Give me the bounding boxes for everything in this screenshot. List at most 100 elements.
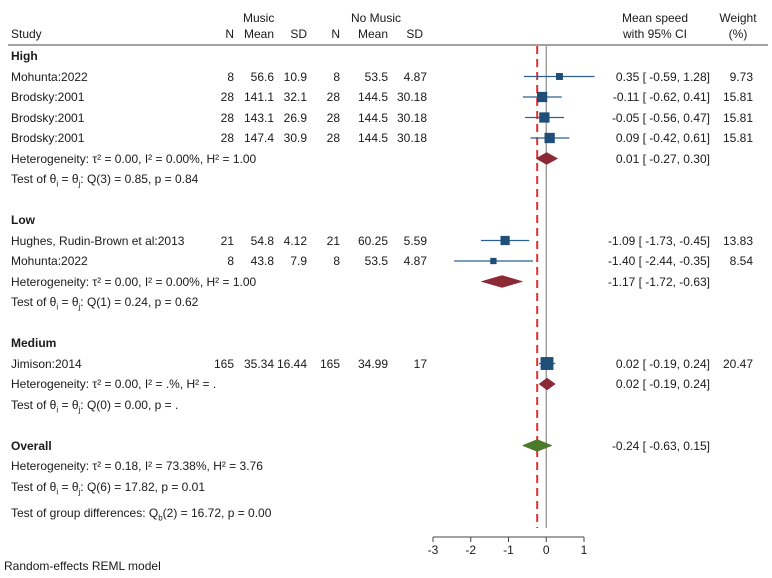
sd-music-cell: 4.12 — [283, 233, 307, 248]
weight-cell: 15.81 — [722, 90, 753, 104]
n-nomusic-cell: 28 — [326, 90, 340, 104]
effect-ci-cell: 0.02 [ -0.19, 0.24] — [615, 356, 710, 371]
subgroup-test: Test of θi = θj: Q(3) = 0.85, p = 0.84 — [11, 172, 199, 189]
study-marker — [536, 91, 548, 103]
n-nomusic-cell: 28 — [326, 131, 340, 145]
x-axis-tick-label: -2 — [465, 543, 476, 557]
sd-music-cell: 16.44 — [276, 356, 307, 371]
subgroup-heterogeneity: Heterogeneity: τ² = 0.00, I² = .%, H² = … — [11, 377, 217, 391]
effect-ci-cell: -1.40 [ -2.44, -0.35] — [607, 254, 710, 268]
header-effect-line1: Mean speed — [621, 11, 689, 25]
study-marker — [539, 112, 550, 123]
header-sd-music: SD — [290, 27, 307, 41]
subgroup-effect-ci: 0.02 [ -0.19, 0.24] — [615, 377, 710, 391]
subgroup-diamond — [480, 275, 524, 288]
x-axis-tick-label: -3 — [428, 543, 439, 557]
mean-music-cell: 54.8 — [250, 233, 274, 248]
n-music-cell: 21 — [220, 233, 234, 248]
x-axis-tick-label: 0 — [543, 543, 550, 557]
sd-music-cell: 26.9 — [283, 110, 307, 125]
mean-music-cell: 43.8 — [250, 254, 274, 268]
subgroup-heading: Low — [11, 213, 35, 227]
subgroup-effect-ci: -1.17 [ -1.72, -0.63] — [607, 274, 710, 289]
effect-ci-cell: -0.05 [ -0.56, 0.47] — [611, 110, 710, 125]
header-weight-line1: Weight — [719, 11, 757, 25]
mean-music-cell: 143.1 — [243, 110, 274, 125]
n-music-cell: 28 — [220, 131, 234, 145]
mean-music-cell: 147.4 — [243, 131, 274, 145]
weight-cell: 9.73 — [729, 69, 753, 84]
subgroup-diamond — [535, 152, 559, 165]
study-label: Brodsky:2001 — [11, 110, 85, 125]
study-label: Hughes, Rudin-Brown et al:2013 — [11, 233, 185, 248]
effect-ci-cell: -1.09 [ -1.73, -0.45] — [607, 233, 710, 248]
weight-cell: 15.81 — [722, 131, 753, 145]
mean-nomusic-cell: 34.99 — [357, 356, 388, 371]
study-label: Jimison:2014 — [11, 356, 82, 371]
group-differences-test: Test of group differences: Qb(2) = 16.72… — [11, 506, 272, 523]
overall-heterogeneity: Heterogeneity: τ² = 0.18, I² = 73.38%, H… — [11, 459, 263, 473]
overall-heading: Overall — [11, 438, 52, 453]
header-mean-nomusic: Mean — [357, 27, 388, 41]
effect-ci-cell: -0.11 [ -0.62, 0.41] — [612, 90, 710, 104]
sd-nomusic-cell: 4.87 — [403, 254, 427, 268]
sd-music-cell: 10.9 — [283, 69, 307, 84]
effect-ci-cell: 0.35 [ -0.59, 1.28] — [615, 69, 710, 84]
subgroup-heterogeneity: Heterogeneity: τ² = 0.00, I² = 0.00%, H²… — [11, 151, 257, 166]
weight-cell: 13.83 — [722, 233, 753, 248]
x-axis-tick-label: -1 — [503, 543, 514, 557]
sd-music-cell: 7.9 — [290, 254, 307, 268]
header-n-music: N — [225, 27, 234, 41]
mean-music-cell: 141.1 — [243, 90, 274, 104]
sd-nomusic-cell: 4.87 — [403, 69, 427, 84]
mean-nomusic-cell: 60.25 — [357, 233, 388, 248]
effect-ci-cell: 0.09 [ -0.42, 0.61] — [615, 131, 710, 145]
n-music-cell: 28 — [220, 90, 234, 104]
subgroup-heading: Medium — [11, 336, 57, 350]
mean-nomusic-cell: 144.5 — [357, 110, 388, 125]
n-music-cell: 8 — [227, 254, 234, 268]
overall-diamond — [521, 439, 553, 452]
n-nomusic-cell: 8 — [333, 254, 340, 268]
mean-nomusic-cell: 144.5 — [357, 131, 388, 145]
weight-cell: 20.47 — [722, 356, 753, 371]
n-nomusic-cell: 21 — [326, 233, 340, 248]
n-music-cell: 8 — [227, 69, 234, 84]
n-nomusic-cell: 28 — [326, 110, 340, 125]
weight-cell: 15.81 — [722, 110, 753, 125]
header-n-nomusic: N — [331, 27, 340, 41]
n-nomusic-cell: 165 — [319, 356, 340, 371]
n-music-cell: 165 — [213, 356, 234, 371]
study-marker — [555, 73, 563, 80]
header-sd-nomusic: SD — [406, 27, 423, 41]
subgroup-heterogeneity: Heterogeneity: τ² = 0.00, I² = 0.00%, H²… — [11, 274, 257, 289]
subgroup-diamond — [538, 377, 556, 391]
study-label: Mohunta:2022 — [11, 254, 88, 268]
header-study: Study — [11, 27, 42, 41]
sd-nomusic-cell: 17 — [413, 356, 427, 371]
study-label: Mohunta:2022 — [11, 69, 88, 84]
study-marker — [544, 132, 555, 144]
sd-nomusic-cell: 5.59 — [403, 233, 427, 248]
mean-music-cell: 35.34 — [243, 356, 274, 371]
subgroup-effect-ci: 0.01 [ -0.27, 0.30] — [615, 151, 710, 166]
header-mean-music: Mean — [243, 27, 274, 41]
subgroup-test: Test of θi = θj: Q(1) = 0.24, p = 0.62 — [11, 295, 199, 312]
study-marker — [540, 357, 554, 370]
header-nomusic-group: No Music — [351, 11, 402, 25]
sd-nomusic-cell: 30.18 — [396, 110, 427, 125]
n-music-cell: 28 — [220, 110, 234, 125]
mean-nomusic-cell: 53.5 — [364, 254, 388, 268]
subgroup-test: Test of θi = θj: Q(0) = 0.00, p = . — [11, 397, 179, 414]
header-music-group: Music — [243, 11, 275, 25]
sd-music-cell: 32.1 — [283, 90, 307, 104]
study-label: Brodsky:2001 — [11, 131, 85, 145]
n-nomusic-cell: 8 — [333, 69, 340, 84]
overall-test: Test of θi = θj: Q(6) = 17.82, p = 0.01 — [11, 479, 206, 496]
sd-music-cell: 30.9 — [283, 131, 307, 145]
header-effect-line2: with 95% CI — [622, 27, 688, 41]
sd-nomusic-cell: 30.18 — [396, 131, 427, 145]
mean-music-cell: 56.6 — [250, 69, 274, 84]
study-marker — [500, 235, 510, 246]
